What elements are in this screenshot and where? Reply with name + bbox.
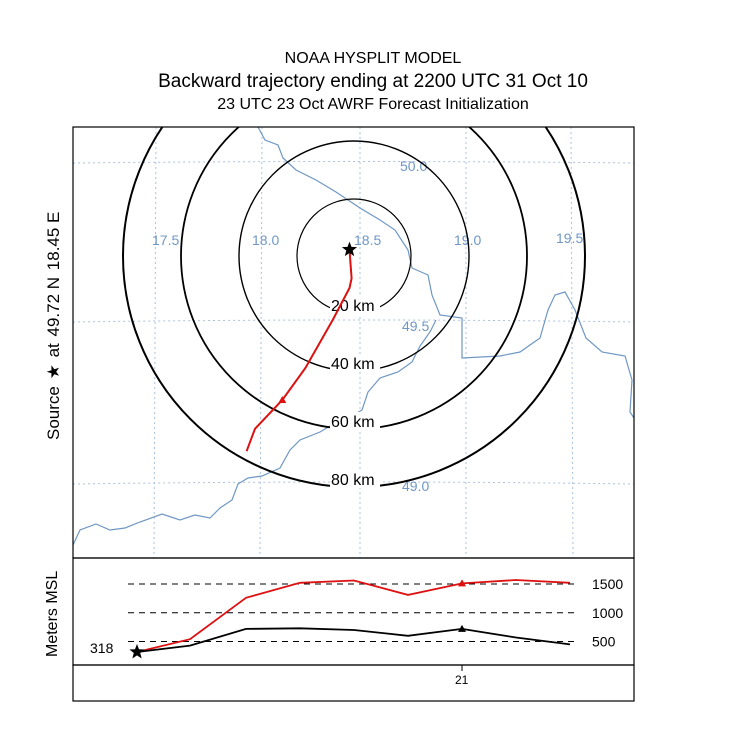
time-axis-frame — [72, 664, 635, 702]
lon-label-18.0: 18.0 — [252, 232, 279, 248]
level-label-1500: 1500 — [592, 576, 623, 592]
lat-label-49.5: 49.5 — [402, 318, 429, 334]
time-tick-label: 21 — [455, 673, 469, 687]
lon-label-18.5: 18.5 — [354, 232, 381, 248]
lat-label-49.0: 49.0 — [402, 478, 429, 494]
start-height-label: 318 — [90, 640, 114, 656]
trajectory-group — [245, 241, 358, 452]
lon-label-19.5: 19.5 — [556, 230, 583, 246]
trajectory-path — [245, 249, 353, 452]
meridian-17.5 — [153, 127, 157, 558]
graticule — [73, 127, 634, 558]
ring-label-bg-40 — [330, 354, 380, 372]
ring-60km — [180, 127, 528, 430]
ring-40km — [238, 140, 470, 372]
trajectory-title: Backward trajectory ending at 2200 UTC 3… — [158, 71, 588, 92]
parallel-50.0 — [73, 161, 634, 164]
height-series-marker-1 — [458, 624, 466, 632]
country-borders — [73, 127, 634, 546]
ring-label-bg-80 — [330, 470, 380, 488]
meridian-19.5 — [570, 127, 574, 558]
ring-label-bg-60 — [330, 412, 380, 430]
ring-label-60km: 60 km — [331, 414, 375, 431]
border-sk-south — [73, 319, 437, 546]
lat-label-50.0: 50.0 — [400, 158, 427, 174]
level-label-1000: 1000 — [592, 605, 623, 621]
height-start-star-icon — [129, 644, 145, 659]
ring-20km — [296, 198, 412, 314]
model-title: NOAA HYSPLIT MODEL — [284, 50, 462, 67]
height-series-marker-0 — [458, 579, 466, 587]
height-series-line-1 — [136, 627, 571, 653]
trajectory-marker — [278, 396, 287, 403]
parallel-49.5 — [73, 319, 634, 323]
ring-label-80km: 80 km — [331, 472, 375, 489]
ring-label-40km: 40 km — [331, 356, 375, 373]
meridian-18.0 — [259, 127, 263, 558]
level-label-500: 500 — [592, 634, 616, 650]
source-star-icon — [341, 241, 358, 257]
border-cz-pl-sk — [257, 127, 634, 419]
map-frame — [72, 126, 635, 559]
map-panel: 17.5 18.0 18.5 19.0 19.5 50.0 49.5 49.0 … — [73, 127, 634, 558]
meteo-subtitle: 23 UTC 23 Oct AWRF Forecast Initializati… — [217, 96, 529, 113]
lon-label-17.5: 17.5 — [152, 232, 179, 248]
height-series-line-0 — [136, 579, 571, 653]
height-panel: 1500 1000 500 318 21 — [72, 557, 635, 702]
